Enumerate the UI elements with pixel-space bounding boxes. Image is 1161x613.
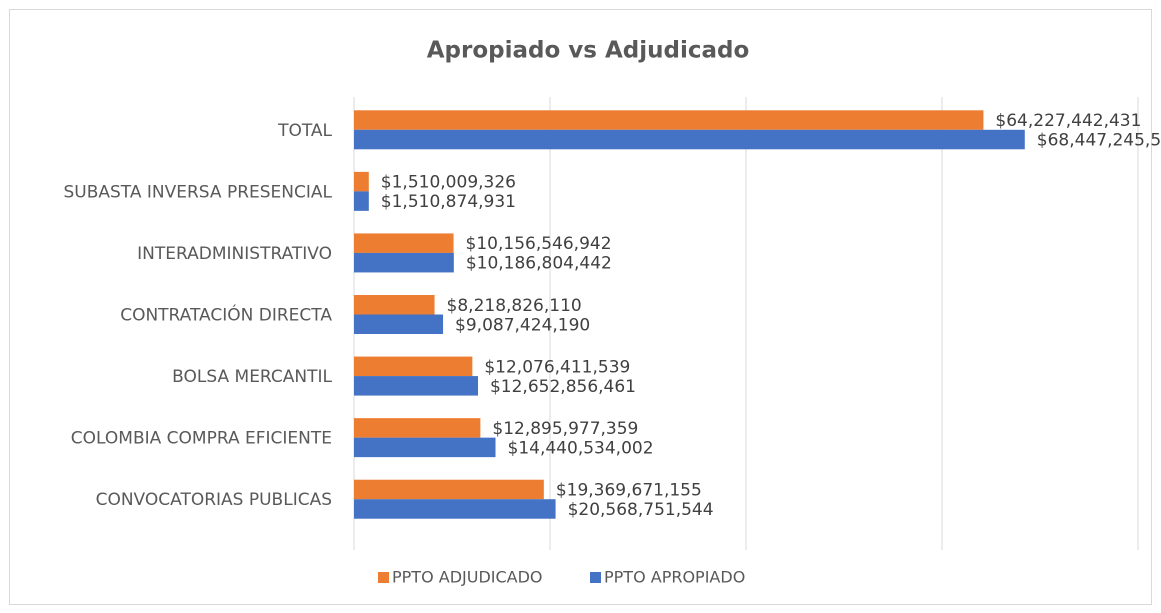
data-label: $20,568,751,544 xyxy=(568,500,714,520)
bar xyxy=(354,314,444,334)
bar xyxy=(354,376,478,396)
data-label: $12,652,856,461 xyxy=(490,377,636,397)
data-label: $10,156,546,942 xyxy=(466,234,612,254)
data-label: $19,369,671,155 xyxy=(556,480,702,500)
data-label: $12,895,977,359 xyxy=(492,419,638,439)
bar xyxy=(354,295,435,315)
bar xyxy=(354,191,369,211)
bar xyxy=(354,356,473,377)
chart-border xyxy=(9,9,1152,605)
y-tick-label: INTERADMINISTRATIVO xyxy=(137,244,332,264)
bar xyxy=(354,479,544,500)
bar xyxy=(354,233,454,253)
bar xyxy=(354,171,369,192)
bar xyxy=(354,129,1025,150)
data-label: $68,447,245,570 xyxy=(1037,131,1161,151)
data-label: $9,087,424,190 xyxy=(455,315,590,335)
data-label: $14,440,534,002 xyxy=(508,438,654,458)
y-tick-label: CONTRATACIÓN DIRECTA xyxy=(120,304,332,326)
y-tick-label: BOLSA MERCANTIL xyxy=(172,367,332,387)
chart-title: Apropiado vs Adjudicado xyxy=(427,38,750,64)
bar xyxy=(354,437,496,458)
bar xyxy=(354,110,984,130)
legend-label: PPTO ADJUDICADO xyxy=(392,568,543,587)
data-label: $12,076,411,539 xyxy=(484,357,630,377)
legend-swatch xyxy=(378,572,389,583)
y-tick-label: COLOMBIA COMPRA EFICIENTE xyxy=(71,429,332,449)
y-tick-label: SUBASTA INVERSA PRESENCIAL xyxy=(63,182,332,202)
bar xyxy=(354,418,481,438)
data-label: $64,227,442,431 xyxy=(995,111,1141,131)
bar xyxy=(354,252,454,273)
data-label: $10,186,804,442 xyxy=(466,254,612,274)
y-tick-label: CONVOCATORIAS PUBLICAS xyxy=(96,490,332,510)
data-label: $1,510,009,326 xyxy=(381,173,516,193)
legend-swatch xyxy=(590,572,601,583)
legend-label: PPTO APROPIADO xyxy=(604,568,745,587)
data-label: $1,510,874,931 xyxy=(381,192,516,212)
data-label: $8,218,826,110 xyxy=(447,296,582,316)
y-tick-label: TOTAL xyxy=(277,121,332,141)
bar xyxy=(354,499,556,519)
